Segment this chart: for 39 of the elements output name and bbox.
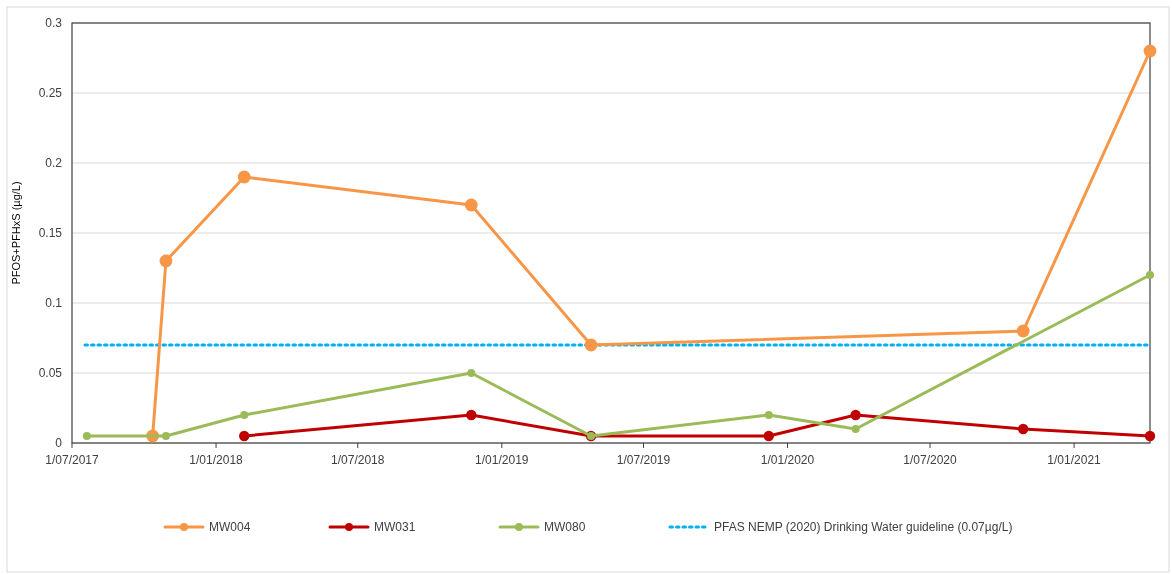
point xyxy=(466,409,477,421)
point xyxy=(464,198,478,212)
point xyxy=(239,430,250,442)
point xyxy=(82,432,91,440)
x-tick-label: 1/01/2021 xyxy=(1047,453,1102,467)
x-tick-label: 1/07/2020 xyxy=(903,453,958,467)
point xyxy=(1017,423,1029,435)
y-axis-title: PFOS+PFHxS (µg/L) xyxy=(10,181,22,285)
legend-label: MW031 xyxy=(374,520,416,534)
point xyxy=(467,369,476,377)
y-tick-label: 0.05 xyxy=(38,366,63,380)
y-tick-label: 0 xyxy=(55,436,63,450)
point xyxy=(159,254,173,268)
point xyxy=(240,411,249,419)
x-tick-label: 1/01/2018 xyxy=(189,453,244,467)
legend-label: PFAS NEMP (2020) Drinking Water guideline (0.07µg/L) xyxy=(714,520,1013,534)
point xyxy=(851,425,860,433)
y-tick-label: 0.15 xyxy=(38,226,63,240)
x-tick-label: 1/07/2017 xyxy=(45,453,100,467)
point xyxy=(237,170,251,184)
point xyxy=(161,432,170,440)
legend-label: MW080 xyxy=(544,520,586,534)
y-tick-label: 0.2 xyxy=(45,156,63,170)
point xyxy=(763,430,774,442)
y-tick-label: 0.1 xyxy=(45,296,63,310)
point xyxy=(1143,44,1157,58)
x-tick-label: 1/07/2018 xyxy=(331,453,385,467)
point xyxy=(850,409,861,421)
point xyxy=(584,338,598,352)
legend-label: MW004 xyxy=(209,520,251,534)
y-tick-label: 0.3 xyxy=(45,16,63,30)
x-tick-label: 1/01/2020 xyxy=(760,453,815,467)
point xyxy=(764,411,773,419)
y-tick-label: 0.25 xyxy=(38,86,63,100)
point xyxy=(1144,430,1156,442)
point xyxy=(1016,324,1030,338)
point xyxy=(1146,271,1154,279)
x-tick-label: 1/07/2019 xyxy=(616,453,671,467)
x-tick-label: 1/01/2019 xyxy=(475,453,529,467)
